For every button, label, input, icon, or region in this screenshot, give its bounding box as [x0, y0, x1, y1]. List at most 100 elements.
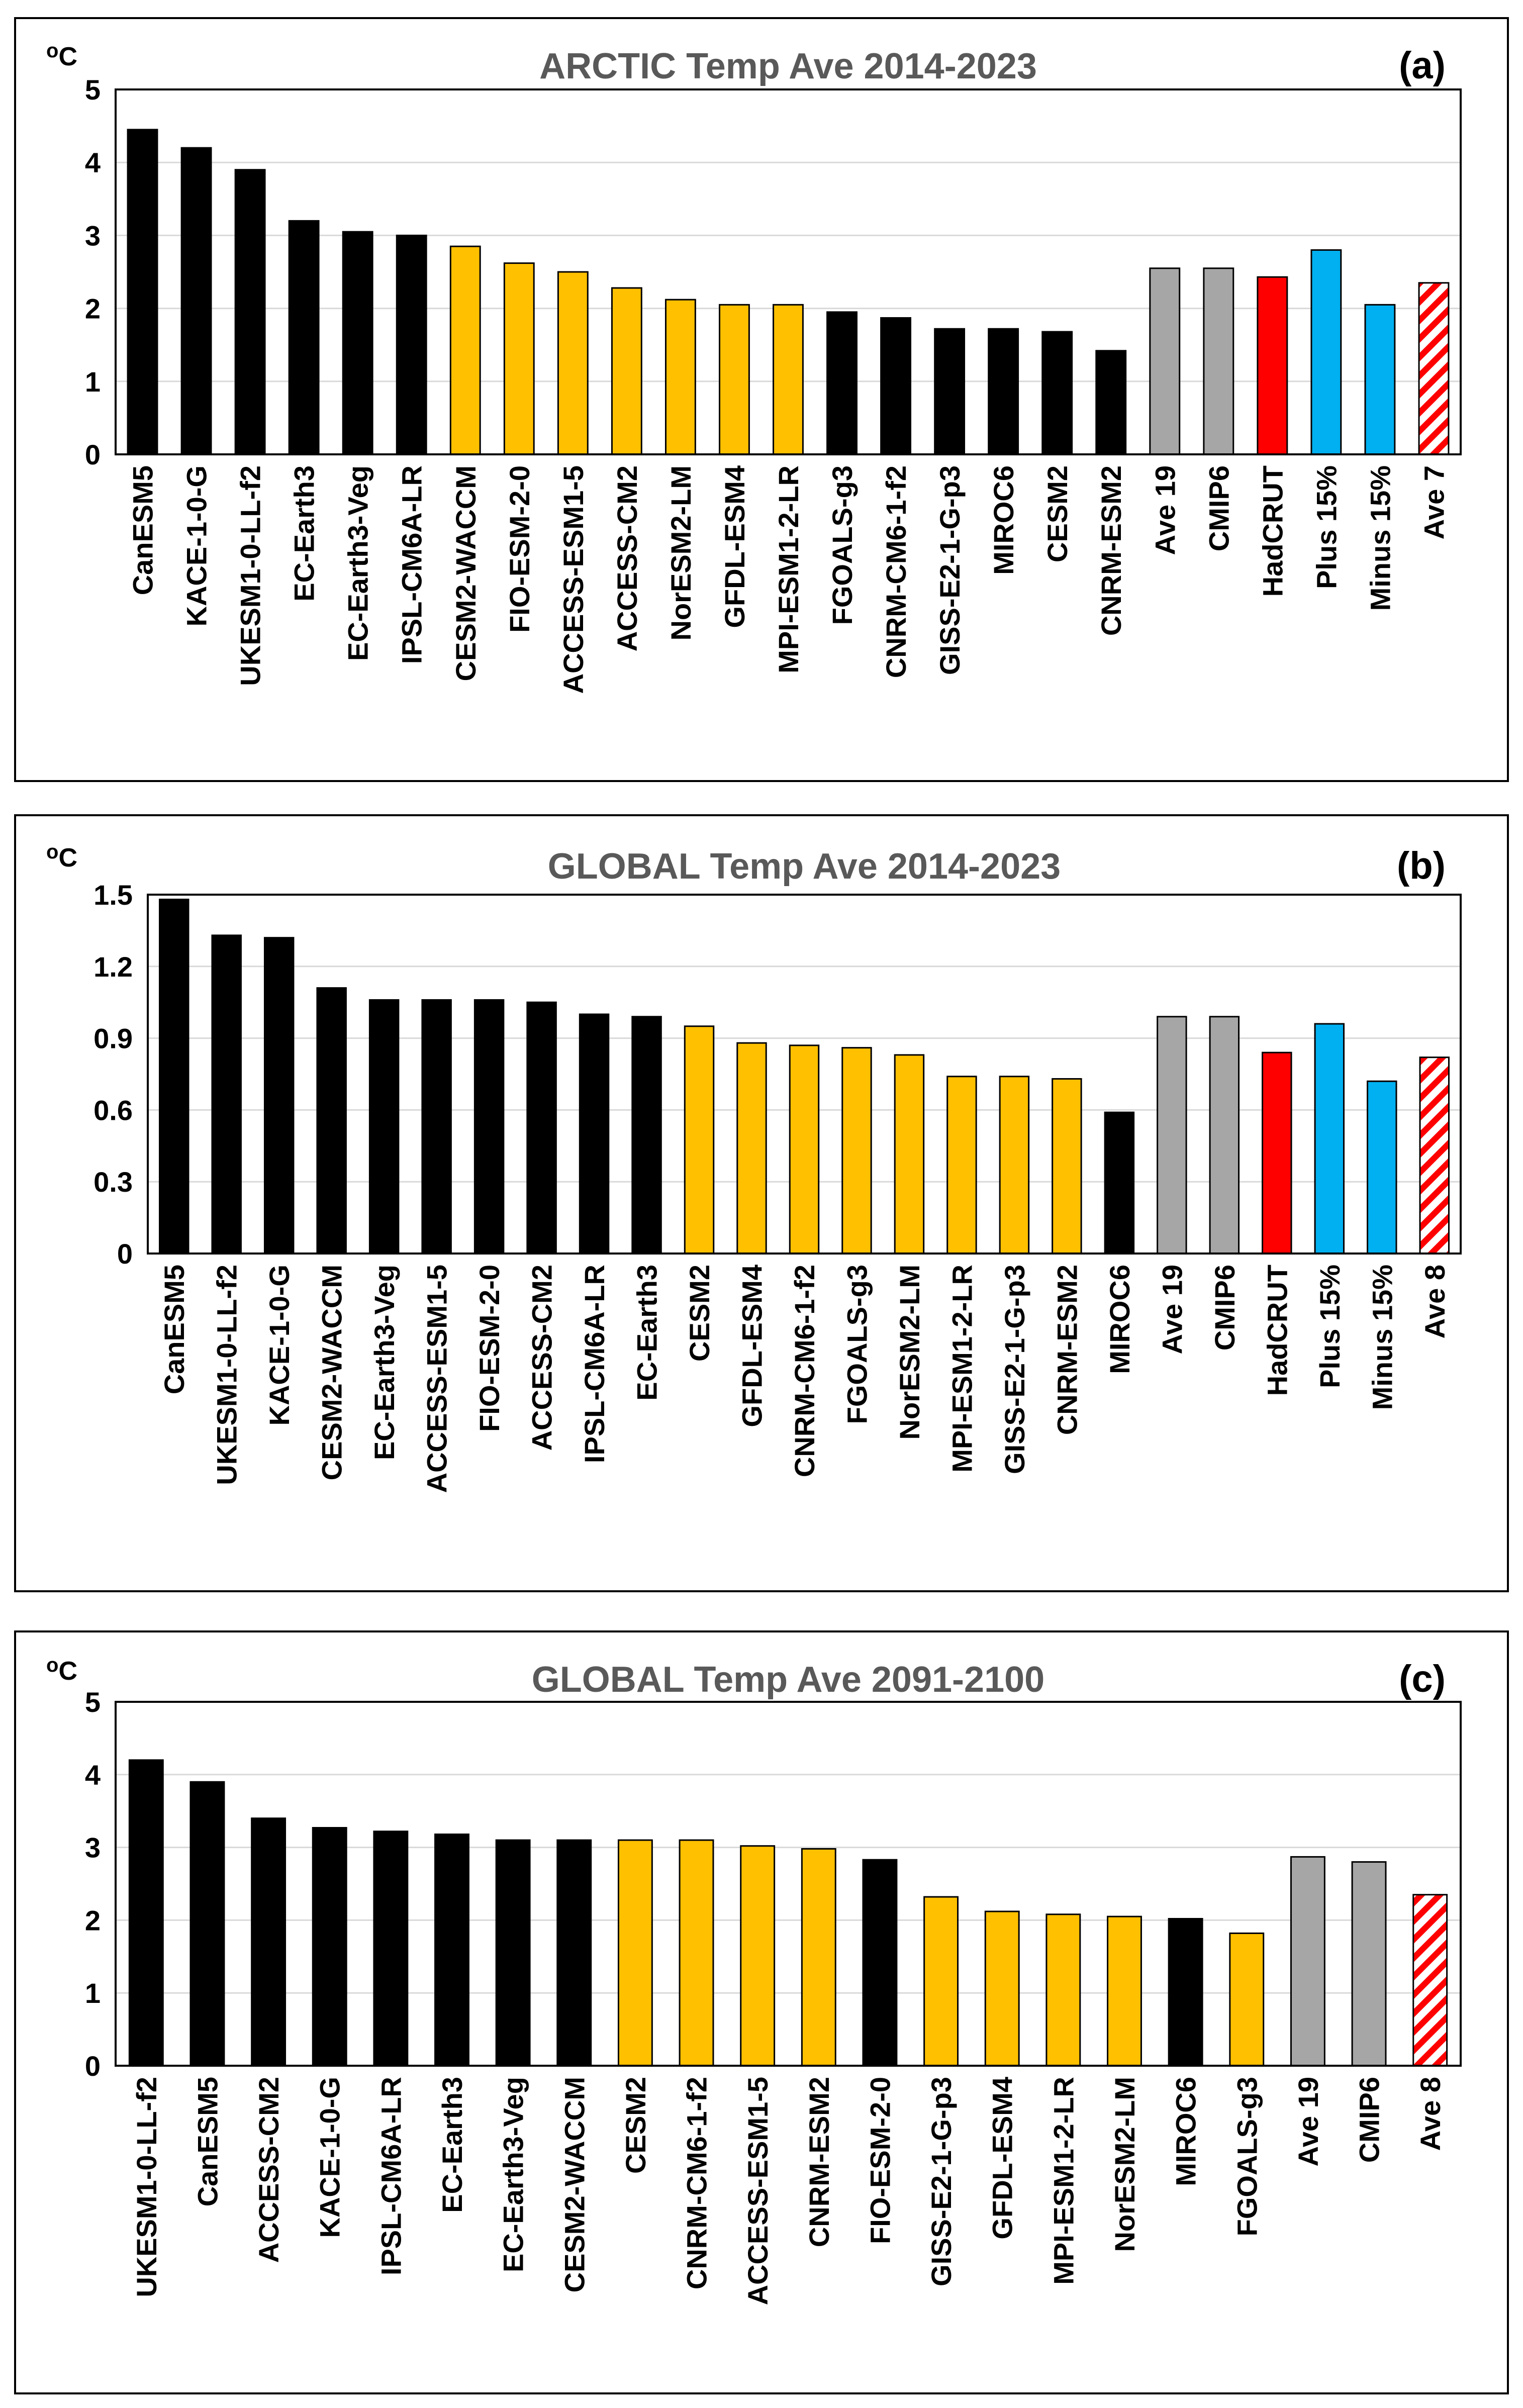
bar-fgoals-g3 — [826, 311, 858, 455]
x-category-label: CNRM-ESM2 — [803, 2077, 835, 2247]
x-category-label: CNRM-CM6-1-f2 — [789, 1265, 820, 1477]
bar-fgoals-g3 — [1229, 1932, 1265, 2067]
y-tick-label: 1 — [85, 366, 101, 398]
bar-ipsl-cm6a-lr — [396, 234, 427, 455]
x-category-label: FGOALS-g3 — [1231, 2077, 1263, 2236]
x-category-label: KACE-1-0-G — [263, 1265, 295, 1425]
x-category-label: MIROC6 — [988, 465, 1019, 575]
x-category-label: CMIP6 — [1354, 2077, 1385, 2163]
x-category-label: CESM2 — [684, 1265, 715, 1362]
y-tick-label: 1 — [85, 1977, 101, 2009]
bar-kace-1-0-g — [263, 937, 295, 1255]
y-tick-label: 1.5 — [93, 879, 133, 911]
bar-ukesm1-0-ll-f2 — [234, 169, 266, 455]
x-category-label: KACE-1-0-G — [181, 465, 213, 626]
y-tick-label: 0 — [85, 2050, 101, 2082]
x-category-label: CMIP6 — [1203, 465, 1234, 551]
chart-title: ARCTIC Temp Ave 2014-2023 — [539, 46, 1037, 86]
bar-minus-15- — [1364, 304, 1396, 455]
chart-a: 0 1 2 3 4 5 CanESM5 KACE-1-0-G UKESM1-0-LL-f2 EC-… — [46, 40, 1462, 694]
y-tick-label: 2 — [85, 293, 101, 325]
bar-canesm5 — [159, 899, 189, 1255]
bar-cnrm-cm6-1-f2 — [880, 317, 912, 455]
x-category-label: EC-Earth3 — [631, 1265, 663, 1401]
bar-cnrm-cm6-1-f2 — [679, 1839, 714, 2067]
x-category-label: KACE-1-0-G — [314, 2077, 346, 2238]
y-tick-label: 2 — [85, 1904, 101, 1936]
panel-label: (a) — [1399, 44, 1446, 87]
bar-mpi-esm1-2-lr — [773, 304, 804, 455]
x-category-label: ACCESS-CM2 — [253, 2077, 284, 2263]
bar-plus-15- — [1314, 1023, 1345, 1255]
chart-c: 0 1 2 3 4 5 UKESM1-0-LL-f2 CanESM5 ACCESS-CM2 KAC… — [46, 1654, 1462, 2305]
x-category-label: ACCESS-ESM1-5 — [421, 1265, 453, 1493]
x-category-label: HadCRUT — [1261, 1265, 1293, 1396]
x-category-label: CMIP6 — [1209, 1265, 1241, 1351]
x-category-label: Ave 19 — [1292, 2077, 1324, 2167]
x-category-label: ACCESS-ESM1-5 — [557, 465, 589, 694]
bar-gfdl-esm4 — [719, 304, 750, 455]
y-tick-label: 0.3 — [93, 1166, 133, 1198]
bar-hadcrut — [1257, 276, 1288, 455]
x-category-label: MPI-ESM1-2-LR — [1048, 2077, 1079, 2285]
x-category-label: FIO-ESM-2-0 — [864, 2077, 896, 2244]
x-category-label: EC-Earth3 — [289, 465, 320, 602]
x-category-label: CESM2-WACCM — [450, 465, 482, 681]
x-category-label: NorESM2-LM — [1109, 2077, 1140, 2252]
x-category-label: CanESM5 — [192, 2077, 223, 2206]
bar-fio-esm-2-0 — [503, 262, 535, 455]
plot-area-frame — [147, 894, 1462, 1255]
chart-b: 0 0.3 0.6 0.9 1.2 1.5 CanESM5 UKESM1-0-LL-f2 KAC… — [46, 841, 1462, 1493]
bar-giss-e2-1-g-p3 — [934, 328, 966, 455]
bar-gfdl-esm4 — [736, 1042, 767, 1255]
bar-ipsl-cm6a-lr — [373, 1831, 409, 2067]
x-category-label: Ave 19 — [1156, 1265, 1188, 1355]
x-category-label: CNRM-ESM2 — [1095, 465, 1127, 636]
bar-miroc6 — [1168, 1918, 1203, 2067]
bar-canesm5 — [127, 129, 158, 455]
panel-label: (c) — [1399, 1658, 1446, 1700]
x-category-label: CESM2 — [620, 2077, 651, 2174]
x-category-label: GFDL-ESM4 — [719, 465, 750, 628]
x-category-label: Ave 19 — [1149, 465, 1181, 555]
chart-title: GLOBAL Temp Ave 2091-2100 — [532, 1660, 1044, 1700]
x-category-label: NorESM2-LM — [665, 465, 697, 640]
y-tick-label: 0.6 — [93, 1094, 133, 1126]
x-category-label: Ave 7 — [1418, 465, 1450, 539]
x-category-label: Minus 15% — [1366, 1265, 1398, 1410]
bar-cnrm-esm2 — [1052, 1078, 1082, 1255]
bar-cnrm-esm2 — [801, 1848, 836, 2067]
bar-cmip6 — [1203, 267, 1234, 455]
bar-cesm2-waccm — [449, 245, 481, 455]
plot-area-frame — [115, 1701, 1462, 2067]
x-category-label: Ave 8 — [1414, 2077, 1446, 2151]
bar-fio-esm-2-0 — [862, 1859, 898, 2067]
bar-ec-earth3 — [434, 1834, 469, 2067]
bar-minus-15- — [1367, 1080, 1397, 1255]
bar-ec-earth3-veg — [368, 999, 400, 1255]
bar-ave-19 — [1149, 267, 1181, 455]
bar-noresm2-lm — [1107, 1915, 1142, 2067]
bar-plus-15- — [1310, 249, 1342, 455]
x-category-label: FGOALS-g3 — [841, 1265, 873, 1424]
bar-ec-earth3 — [288, 220, 320, 455]
bar-mpi-esm1-2-lr — [1045, 1913, 1081, 2067]
x-category-label: UKESM1-0-LL-f2 — [235, 465, 266, 686]
bar-cesm2-waccm — [556, 1839, 592, 2067]
x-category-label: FIO-ESM-2-0 — [504, 465, 535, 633]
x-category-label: IPSL-CM6A-LR — [579, 1265, 610, 1463]
bar-fgoals-g3 — [841, 1047, 872, 1255]
x-category-label: CNRM-CM6-1-f2 — [880, 465, 912, 678]
x-category-label: CESM2 — [1041, 465, 1073, 562]
x-category-label: ACCESS-ESM1-5 — [742, 2077, 774, 2305]
x-category-label: CESM2-WACCM — [316, 1265, 348, 1480]
bar-miroc6 — [988, 328, 1019, 455]
bar-fio-esm-2-0 — [473, 999, 505, 1255]
chart-title: GLOBAL Temp Ave 2014-2023 — [548, 846, 1061, 887]
bar-ave-19 — [1157, 1016, 1187, 1255]
y-unit-label: oC — [46, 40, 77, 71]
bar-access-esm1-5 — [557, 271, 589, 455]
bar-ukesm1-0-ll-f2 — [211, 934, 242, 1255]
x-category-label: MIROC6 — [1104, 1265, 1135, 1374]
plot-area-frame — [115, 88, 1462, 455]
